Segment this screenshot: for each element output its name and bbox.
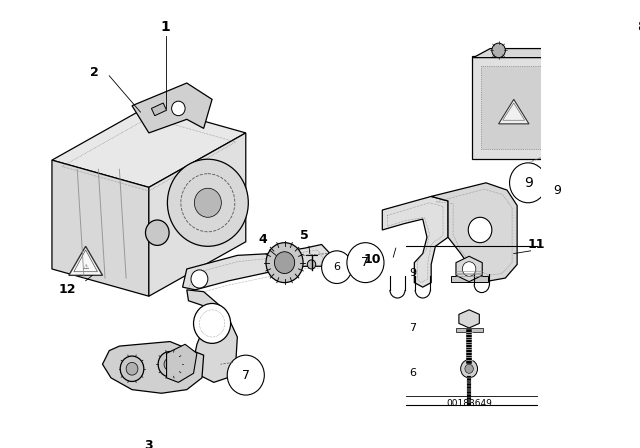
Circle shape — [266, 243, 303, 283]
Circle shape — [347, 243, 384, 283]
Text: 5: 5 — [300, 229, 309, 242]
Polygon shape — [182, 245, 330, 290]
Circle shape — [195, 188, 221, 217]
Circle shape — [462, 262, 476, 276]
FancyBboxPatch shape — [481, 66, 550, 149]
Text: 9: 9 — [524, 176, 532, 190]
Text: ⚠: ⚠ — [83, 264, 89, 270]
Polygon shape — [52, 106, 246, 187]
Circle shape — [193, 303, 230, 343]
Text: 9: 9 — [554, 184, 561, 197]
Polygon shape — [423, 433, 528, 444]
Polygon shape — [456, 256, 483, 282]
Text: 12: 12 — [58, 283, 76, 296]
Text: 7: 7 — [362, 256, 369, 269]
Circle shape — [509, 163, 547, 203]
Circle shape — [126, 362, 138, 375]
Polygon shape — [187, 290, 237, 383]
Circle shape — [559, 106, 576, 124]
Text: 6: 6 — [409, 368, 416, 378]
Circle shape — [191, 270, 208, 288]
Polygon shape — [474, 48, 575, 67]
Polygon shape — [166, 344, 197, 383]
Circle shape — [307, 260, 316, 269]
Polygon shape — [459, 310, 479, 328]
Text: 2: 2 — [90, 66, 99, 79]
Polygon shape — [499, 99, 529, 124]
Text: 1: 1 — [161, 20, 171, 34]
Text: 3: 3 — [145, 439, 153, 448]
Polygon shape — [423, 412, 528, 444]
Circle shape — [465, 364, 474, 373]
FancyBboxPatch shape — [472, 56, 559, 159]
Circle shape — [172, 101, 185, 116]
Circle shape — [168, 159, 248, 246]
Text: 00183649: 00183649 — [446, 399, 492, 408]
Text: 6: 6 — [333, 262, 340, 272]
Polygon shape — [152, 103, 166, 116]
Circle shape — [164, 358, 176, 370]
Text: 9: 9 — [409, 267, 416, 278]
Circle shape — [145, 220, 169, 246]
Polygon shape — [382, 196, 448, 287]
Circle shape — [322, 251, 352, 284]
Polygon shape — [431, 183, 517, 281]
Circle shape — [275, 252, 294, 274]
Polygon shape — [149, 133, 246, 296]
Polygon shape — [102, 341, 204, 393]
Polygon shape — [429, 416, 522, 438]
Text: 8: 8 — [637, 20, 640, 34]
Polygon shape — [132, 83, 212, 133]
Circle shape — [468, 217, 492, 243]
Polygon shape — [451, 276, 488, 282]
Polygon shape — [52, 160, 149, 296]
Circle shape — [461, 360, 477, 378]
Polygon shape — [456, 328, 483, 332]
Polygon shape — [557, 58, 575, 167]
Circle shape — [158, 352, 182, 377]
Circle shape — [563, 110, 572, 119]
Circle shape — [120, 356, 144, 381]
Text: 7: 7 — [409, 323, 416, 333]
Polygon shape — [69, 246, 102, 276]
Circle shape — [227, 355, 264, 395]
Text: 4: 4 — [259, 233, 267, 246]
Circle shape — [492, 43, 506, 58]
Text: 7: 7 — [242, 369, 250, 382]
Text: 10: 10 — [364, 254, 381, 267]
Text: 11: 11 — [528, 238, 545, 251]
